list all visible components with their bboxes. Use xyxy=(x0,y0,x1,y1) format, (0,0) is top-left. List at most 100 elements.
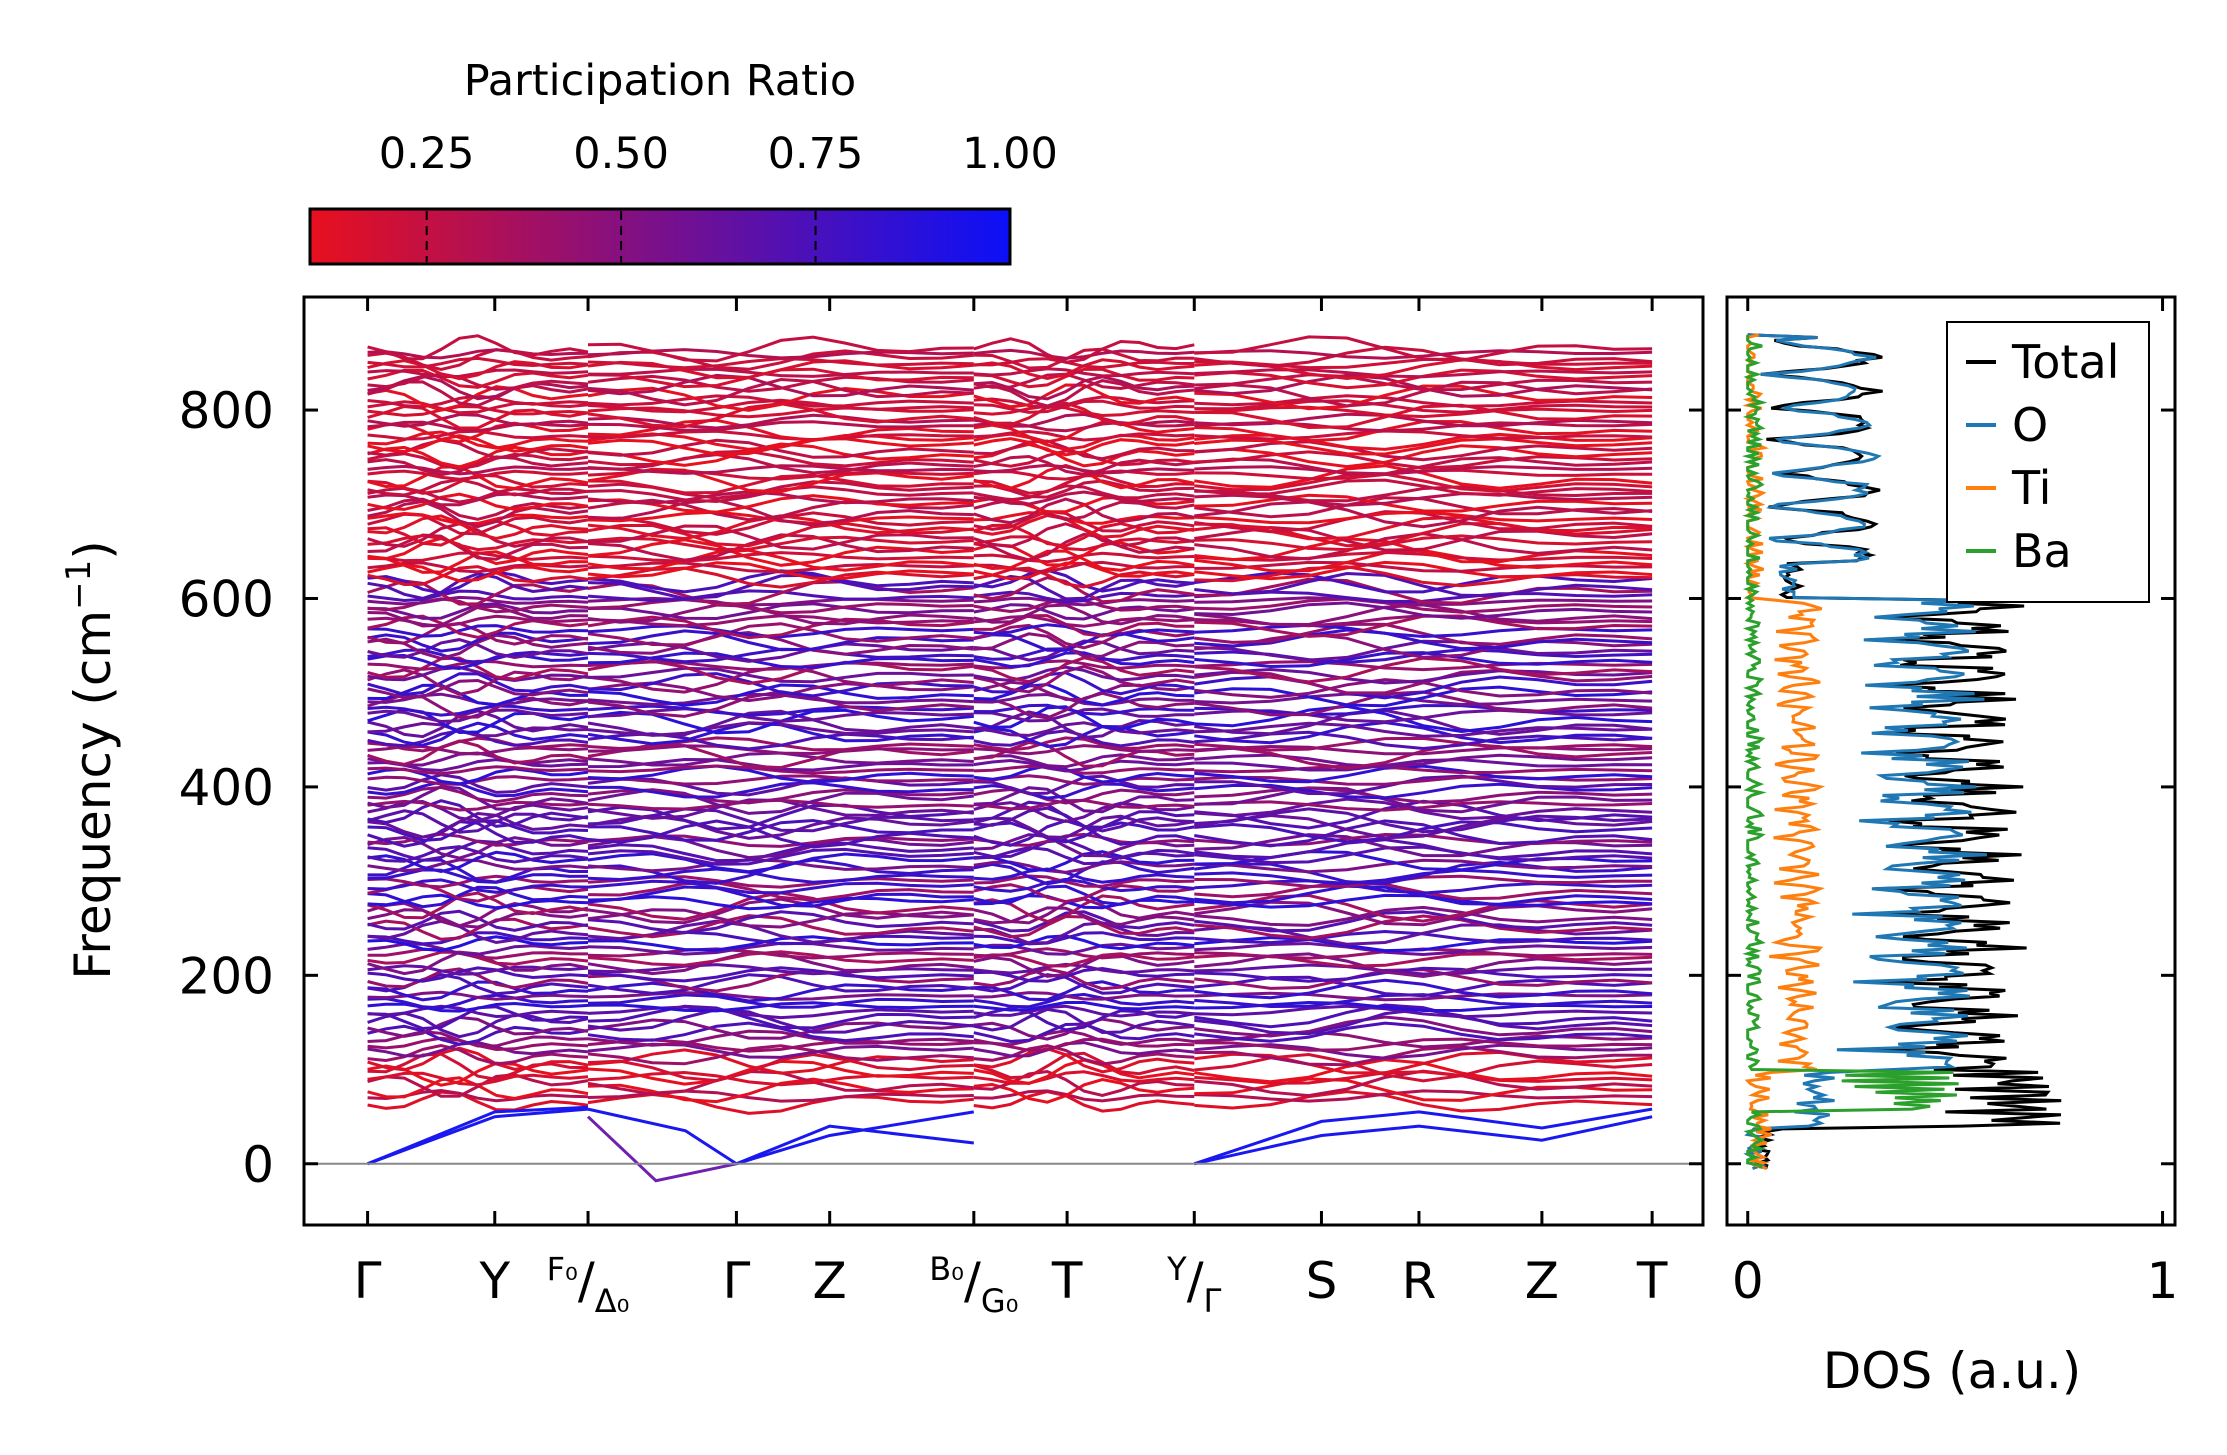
optical-branch xyxy=(973,931,1195,946)
optical-branch xyxy=(973,574,1195,601)
y-axis-label-sup: −1 xyxy=(59,560,99,610)
optical-branch xyxy=(973,1006,1195,1032)
optical-branch xyxy=(367,1073,589,1098)
x-tick-label: Y/Γ xyxy=(1166,1250,1221,1320)
optical-branch xyxy=(367,648,589,664)
optical-branch xyxy=(973,838,1195,860)
optical-branch xyxy=(973,967,1195,991)
optical-branch xyxy=(973,786,1195,814)
optical-branch xyxy=(973,521,1195,548)
optical-branch xyxy=(587,1001,974,1013)
optical-branch xyxy=(1194,800,1653,812)
optical-branch xyxy=(587,597,974,615)
optical-branch xyxy=(367,966,589,983)
optical-branch xyxy=(587,394,974,408)
optical-branch xyxy=(587,709,974,737)
optical-branch xyxy=(367,964,589,976)
optical-branch xyxy=(587,757,974,772)
optical-branch xyxy=(587,1029,974,1047)
optical-branch xyxy=(367,372,589,391)
optical-branch xyxy=(1194,345,1653,368)
optical-branch xyxy=(973,404,1195,418)
optical-branch xyxy=(587,774,974,786)
optical-branch xyxy=(587,438,974,459)
optical-branch xyxy=(973,1004,1195,1018)
optical-branch xyxy=(973,724,1195,749)
optical-branch xyxy=(367,858,588,884)
optical-branch xyxy=(1194,521,1653,548)
optical-branch xyxy=(587,707,974,723)
optical-branch xyxy=(367,624,589,638)
optical-branch xyxy=(587,788,974,805)
optical-branch xyxy=(1194,478,1653,497)
optical-branch xyxy=(973,603,1195,626)
optical-branch xyxy=(1194,1015,1653,1038)
optical-branch xyxy=(587,858,974,873)
optical-branch xyxy=(973,647,1195,662)
optical-branch xyxy=(367,931,589,946)
y-axis-label: Frequency (cm−1) xyxy=(59,540,122,980)
optical-branch xyxy=(973,884,1195,906)
optical-branch xyxy=(1194,1045,1653,1067)
x-tick-label: Z xyxy=(813,1252,847,1310)
optical-branch xyxy=(587,498,974,522)
optical-branch xyxy=(973,623,1195,650)
optical-branch xyxy=(587,841,974,863)
optical-branch xyxy=(367,868,589,884)
optical-branch xyxy=(1194,868,1653,885)
acoustic-branch xyxy=(735,1110,975,1166)
optical-branch xyxy=(973,801,1195,823)
optical-branch xyxy=(587,704,974,717)
optical-branch xyxy=(587,467,974,494)
optical-branch xyxy=(367,356,589,369)
dos-series-total xyxy=(1747,333,2062,1169)
optical-branch xyxy=(973,736,1195,752)
optical-branch xyxy=(587,398,974,414)
optical-branch xyxy=(1194,1000,1653,1013)
optical-branch xyxy=(1194,910,1653,933)
optical-branch xyxy=(367,811,589,839)
optical-branch xyxy=(1194,819,1653,848)
x-tick-label: T xyxy=(1051,1252,1083,1310)
optical-branch xyxy=(367,348,589,360)
optical-branch xyxy=(973,399,1195,414)
x-tick-label: B₀/G₀ xyxy=(929,1250,1018,1320)
optical-branch xyxy=(587,963,974,976)
optical-branch xyxy=(367,374,589,401)
optical-branch xyxy=(973,1077,1195,1104)
optical-branch xyxy=(367,452,589,471)
optical-branch xyxy=(587,935,974,952)
optical-branch xyxy=(587,950,974,976)
optical-branch xyxy=(1194,1043,1653,1060)
optical-branch xyxy=(973,680,1195,701)
optical-branch xyxy=(367,394,589,409)
optical-branch xyxy=(1194,349,1653,360)
optical-branch xyxy=(587,335,974,363)
optical-branch xyxy=(1194,429,1653,441)
optical-branch xyxy=(587,847,974,866)
optical-branch xyxy=(1194,1004,1653,1019)
optical-branch xyxy=(587,776,974,797)
colorbar-gradient xyxy=(308,207,1012,266)
optical-branch xyxy=(1194,775,1653,786)
optical-branch xyxy=(973,980,1195,1002)
optical-branch xyxy=(1194,764,1653,775)
optical-branch xyxy=(973,590,1195,604)
optical-branch xyxy=(587,413,974,430)
acoustic-branch xyxy=(586,1115,737,1183)
optical-branch xyxy=(973,692,1195,707)
optical-branch xyxy=(1194,753,1653,769)
optical-branch xyxy=(587,879,974,895)
colorbar-ticks: 0.25 0.50 0.75 1.00 xyxy=(379,129,1058,262)
colorbar: Participation Ratio 0.25 0.50 0.75 1.00 xyxy=(308,56,1058,266)
colorbar-tick-label: 0.50 xyxy=(573,129,669,179)
optical-branch xyxy=(587,798,974,811)
legend-label: Ti xyxy=(2011,461,2051,515)
optical-branch xyxy=(1194,335,1653,362)
optical-branch xyxy=(587,1059,974,1086)
optical-branch xyxy=(367,522,589,548)
optical-branch xyxy=(587,630,974,656)
